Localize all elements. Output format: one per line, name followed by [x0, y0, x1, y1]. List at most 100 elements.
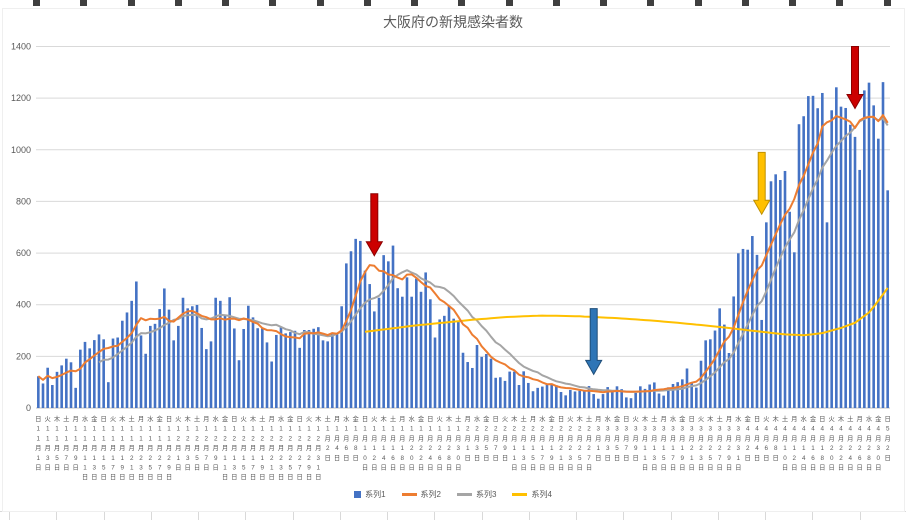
bar [699, 360, 703, 408]
bar [844, 107, 847, 409]
bar [368, 284, 371, 408]
cell-content-fragment [883, 0, 891, 6]
legend-line-marker [512, 493, 528, 496]
bar [373, 311, 376, 408]
bar [158, 309, 161, 408]
bar [545, 384, 549, 408]
column-gridline [481, 512, 483, 520]
bar [74, 387, 77, 408]
bar [60, 365, 63, 408]
bar [457, 320, 460, 408]
legend-line-marker [457, 493, 472, 496]
chart-object[interactable] [2, 8, 905, 512]
bar [620, 389, 623, 408]
bar [723, 324, 726, 408]
y-tick-label: 400 [16, 300, 31, 310]
bar [270, 361, 273, 408]
annotation-arrow-1[interactable] [365, 193, 384, 257]
annotation-arrow-3[interactable] [752, 151, 771, 216]
bar [639, 386, 642, 408]
bar [849, 124, 852, 409]
annotation-arrow-2[interactable] [584, 308, 603, 376]
bar [513, 371, 516, 408]
bar [307, 330, 311, 408]
bar [247, 305, 250, 408]
bar [111, 338, 115, 408]
bar [41, 383, 45, 408]
bar [765, 222, 768, 408]
bar [65, 358, 68, 408]
legend-item-2: 系列2 [401, 489, 441, 500]
bar [769, 181, 773, 408]
bar [345, 263, 348, 408]
bar [354, 238, 357, 408]
annotation-arrow-4[interactable] [846, 46, 864, 110]
column-gridline [56, 512, 58, 520]
bar [139, 335, 143, 408]
bar [858, 169, 861, 408]
bar [527, 382, 530, 408]
cell-content-fragment [174, 0, 182, 6]
bar [88, 348, 91, 408]
bar [704, 340, 707, 408]
bar [485, 354, 488, 408]
column-gridline [576, 512, 577, 520]
bar [153, 323, 157, 408]
bar [312, 328, 315, 408]
bar [802, 116, 805, 408]
cell-content-fragment [552, 0, 560, 6]
column-gridline [812, 512, 814, 520]
bar [793, 252, 796, 408]
bar [615, 386, 619, 408]
column-gridline [434, 512, 436, 520]
bar [751, 236, 754, 408]
cell-content-fragment [33, 0, 40, 6]
cell-content-fragment [600, 0, 607, 6]
bar [293, 330, 297, 408]
bar [340, 306, 343, 408]
y-tick-label: 0 [26, 403, 31, 413]
bar [321, 340, 325, 408]
cell-content-fragment [836, 0, 844, 6]
bar [709, 339, 712, 408]
y-tick-label: 600 [16, 248, 31, 258]
bar [167, 309, 171, 408]
bar [261, 327, 264, 408]
bar [382, 255, 385, 408]
bar [415, 278, 418, 408]
column-gridline [339, 512, 341, 520]
bar [163, 288, 166, 408]
column-gridline [859, 512, 861, 520]
bar [424, 272, 427, 408]
